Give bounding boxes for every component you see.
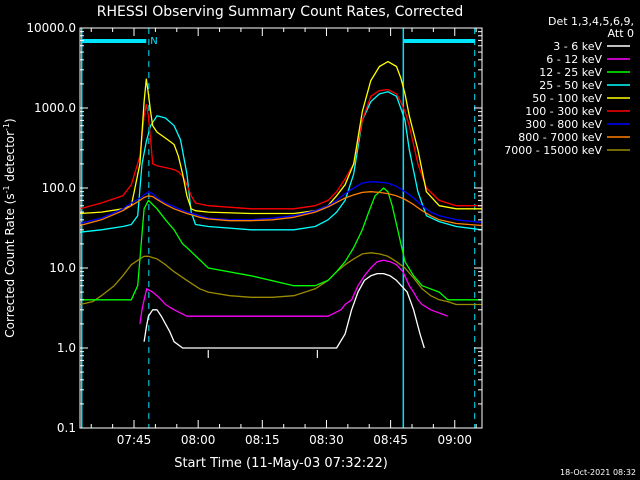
legend-entry-label: 7000 - 15000 keV xyxy=(504,144,602,157)
timestamp: 18-Oct-2021 08:32 xyxy=(560,468,636,477)
y-tick-label: 10000.0 xyxy=(26,21,76,35)
annotation-label: I xyxy=(207,348,210,361)
y-axis-label-part: detector xyxy=(3,131,17,186)
x-tick-label: 08:45 xyxy=(373,433,408,447)
series-line xyxy=(80,187,482,301)
series-line xyxy=(80,60,482,215)
y-tick-label: 100.0 xyxy=(42,181,76,195)
x-tick-label: 08:00 xyxy=(181,433,216,447)
legend-entry-label: 800 - 7000 keV xyxy=(518,131,602,144)
series-layer xyxy=(80,60,482,349)
x-axis-label: Start Time (11-May-03 07:32:22) xyxy=(174,456,388,471)
x-tick-label: 07:45 xyxy=(117,433,152,447)
plot-area: N I I xyxy=(80,28,482,428)
x-tick-label: 09:00 xyxy=(437,433,472,447)
y-tick-label: 1.0 xyxy=(57,341,76,355)
plot-frame xyxy=(79,27,483,429)
legend-header: Att 0 xyxy=(608,27,634,40)
y-axis-label: Corrected Count Rate (s-1 detector-1) xyxy=(2,118,17,337)
legend-entry-label: 50 - 100 keV xyxy=(532,92,602,105)
y-axis-label-sup: -1 xyxy=(2,185,11,193)
legend-entry-label: 300 - 800 keV xyxy=(525,118,602,131)
annotation-label: N xyxy=(150,36,157,47)
legend-entry-label: 100 - 300 keV xyxy=(525,105,602,118)
y-tick-label: 0.1 xyxy=(57,421,76,435)
y-axis-label-part: ) xyxy=(3,118,17,123)
y-axis-label-sup: -1 xyxy=(2,123,11,131)
series-line xyxy=(80,91,482,233)
y-tick-label: 10.0 xyxy=(49,261,76,275)
legend-entry-label: 3 - 6 keV xyxy=(553,40,602,53)
legend-entry-label: 12 - 25 keV xyxy=(539,66,602,79)
y-axis-label-part: Corrected Count Rate (s xyxy=(3,193,17,337)
y-axis: 0.1 1.0 10.0 100.0 1000.0 10000.0 xyxy=(26,21,482,435)
series-line xyxy=(139,259,449,324)
x-axis: 07:45 08:00 08:15 08:30 08:45 09:00 xyxy=(90,28,477,447)
legend-entry-label: 6 - 12 keV xyxy=(546,53,602,66)
legend-header: Det 1,3,4,5,6,9, xyxy=(548,15,634,28)
annotation-label: I xyxy=(316,348,319,361)
x-tick-label: 08:15 xyxy=(245,433,280,447)
series-line xyxy=(143,272,425,349)
chart-title: RHESSI Observing Summary Count Rates, Co… xyxy=(97,4,463,20)
series-line xyxy=(80,181,482,225)
x-tick-label: 08:30 xyxy=(309,433,344,447)
series-line xyxy=(80,191,482,227)
series-line xyxy=(80,88,482,210)
legend-entry-label: 25 - 50 keV xyxy=(539,79,602,92)
y-tick-label: 1000.0 xyxy=(34,101,76,115)
